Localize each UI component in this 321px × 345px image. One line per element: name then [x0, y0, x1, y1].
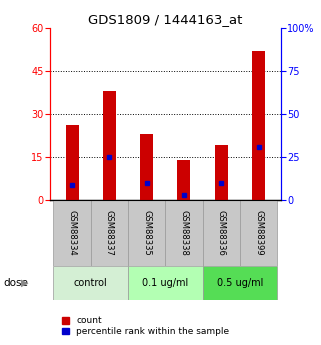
Text: dose: dose — [3, 278, 28, 288]
Bar — [215, 146, 228, 200]
Bar — [54, 266, 128, 300]
Bar — [203, 200, 240, 266]
Bar — [165, 200, 203, 266]
Text: GSM88399: GSM88399 — [254, 210, 263, 256]
Text: GSM88335: GSM88335 — [142, 210, 151, 256]
Text: GSM88337: GSM88337 — [105, 210, 114, 256]
Title: GDS1809 / 1444163_at: GDS1809 / 1444163_at — [88, 13, 242, 27]
Bar — [178, 160, 190, 200]
Bar — [128, 266, 203, 300]
Bar — [140, 134, 153, 200]
Bar — [91, 200, 128, 266]
Bar — [240, 200, 277, 266]
Text: 0.5 ug/ml: 0.5 ug/ml — [217, 278, 263, 288]
Text: GSM88338: GSM88338 — [179, 210, 188, 256]
Text: 0.1 ug/ml: 0.1 ug/ml — [142, 278, 188, 288]
Legend: count, percentile rank within the sample: count, percentile rank within the sample — [61, 315, 230, 337]
Bar — [252, 51, 265, 200]
Bar — [65, 125, 79, 200]
Bar — [103, 91, 116, 200]
Bar — [203, 266, 277, 300]
Text: ▶: ▶ — [21, 278, 28, 288]
Bar — [54, 200, 91, 266]
Bar — [128, 200, 165, 266]
Text: GSM88336: GSM88336 — [217, 210, 226, 256]
Text: GSM88334: GSM88334 — [68, 210, 77, 256]
Text: control: control — [74, 278, 108, 288]
